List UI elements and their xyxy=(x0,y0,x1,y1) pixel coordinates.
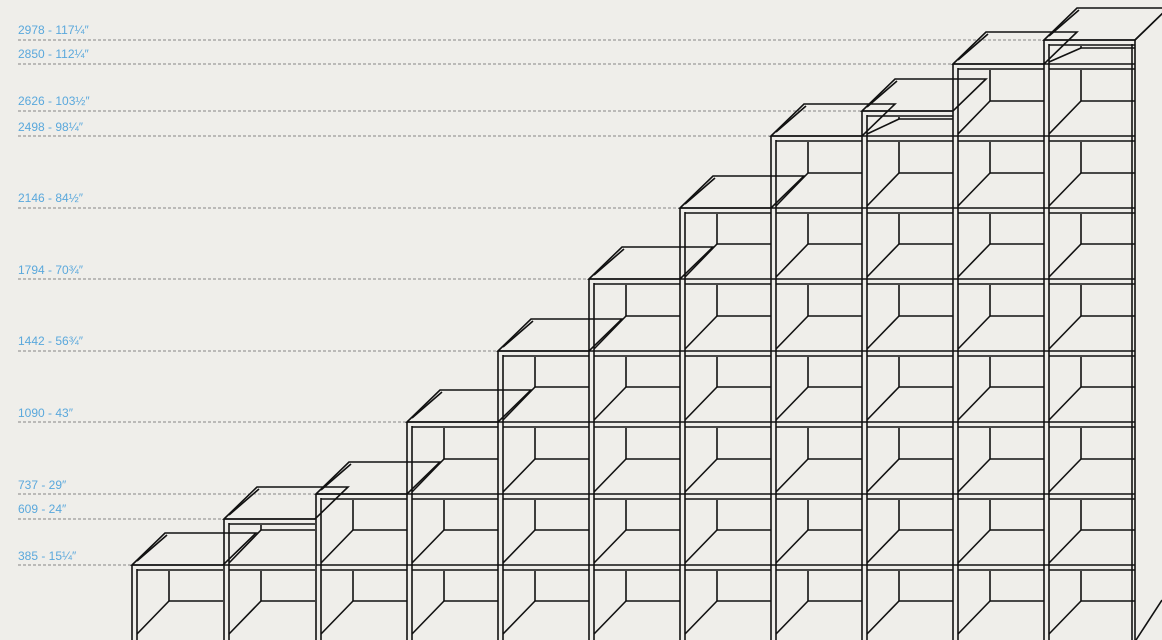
shelf-edge xyxy=(775,243,809,278)
shelf-edge xyxy=(866,80,898,108)
guide-lines xyxy=(18,39,1044,566)
shelf-edge xyxy=(1048,600,1082,635)
shelf-edge xyxy=(1048,47,1082,63)
shelf-edge xyxy=(957,172,991,207)
shelf-edge xyxy=(320,529,354,564)
shelf-edge xyxy=(957,243,991,278)
height-label: 385 - 15¼″ xyxy=(18,549,77,563)
shelf-edge xyxy=(957,315,991,350)
shelf-edge xyxy=(1134,12,1162,41)
shelf-edge xyxy=(411,600,445,635)
shelf-edge xyxy=(593,458,627,493)
shelving-units xyxy=(130,7,1162,640)
shelf-edge xyxy=(775,600,809,635)
shelf-edge xyxy=(593,248,625,276)
shelf-edge xyxy=(775,172,809,207)
shelf-edge xyxy=(775,315,809,350)
shelf-edge xyxy=(684,529,718,564)
shelf-edge xyxy=(593,315,627,350)
shelf-edge xyxy=(1048,386,1082,421)
shelf-edge xyxy=(502,529,536,564)
shelf-edge xyxy=(957,100,991,135)
height-label: 2146 - 84½″ xyxy=(18,191,84,205)
shelf-edge xyxy=(1135,599,1162,640)
shelf-edge xyxy=(684,600,718,635)
shelf-edge xyxy=(1048,315,1082,350)
shelf-edge xyxy=(775,105,807,133)
height-label: 1090 - 43″ xyxy=(18,406,74,420)
shelf-edge xyxy=(684,243,718,278)
shelf-edge xyxy=(957,458,991,493)
shelf-edge xyxy=(411,458,445,493)
height-label: 2626 - 103½″ xyxy=(18,94,90,108)
shelf-edge xyxy=(866,529,900,564)
shelf-edge xyxy=(775,529,809,564)
shelf-edge xyxy=(1048,100,1082,135)
shelf-edge xyxy=(1048,9,1080,37)
shelf-edge xyxy=(775,458,809,493)
height-label: 2498 - 98¼″ xyxy=(18,120,84,134)
shelf-edge xyxy=(957,386,991,421)
height-label: 609 - 24″ xyxy=(18,502,67,516)
shelf-edge xyxy=(684,458,718,493)
height-label: 737 - 29″ xyxy=(18,478,67,492)
shelf-edge xyxy=(502,320,534,348)
shelf-edge xyxy=(1048,243,1082,278)
shelf-edge xyxy=(136,600,170,635)
height-label: 2850 - 112¼″ xyxy=(18,47,89,61)
shelf-edge xyxy=(957,529,991,564)
height-label: 1442 - 56¾″ xyxy=(18,334,84,348)
shelf-edge xyxy=(593,386,627,421)
shelf-edge xyxy=(1048,529,1082,564)
shelf-edge xyxy=(866,315,900,350)
shelf-edge xyxy=(228,529,262,564)
shelf-edge xyxy=(684,177,716,205)
shelf-edge xyxy=(411,529,445,564)
shelf-edge xyxy=(866,118,900,135)
shelf-edge xyxy=(866,172,900,207)
shelf-edge xyxy=(866,386,900,421)
shelf-edge xyxy=(593,600,627,635)
shelf-edge xyxy=(593,529,627,564)
shelf-edge xyxy=(411,391,443,419)
shelf-edge xyxy=(866,243,900,278)
shelf-edge xyxy=(502,458,536,493)
height-label: 2978 - 117¼″ xyxy=(18,23,89,37)
shelf-edge xyxy=(320,463,352,491)
shelf-edge xyxy=(228,488,260,516)
shelf-edge xyxy=(502,600,536,635)
shelf-edge xyxy=(320,600,354,635)
shelf-edge xyxy=(866,458,900,493)
shelf-edge xyxy=(684,315,718,350)
shelf-edge xyxy=(775,386,809,421)
shelf-edge xyxy=(228,600,262,635)
shelf-edge xyxy=(866,600,900,635)
shelf-edge xyxy=(1048,172,1082,207)
shelf-edge xyxy=(502,386,536,421)
shelf-edge xyxy=(1048,458,1082,493)
shelf-edge xyxy=(957,600,991,635)
height-label: 1794 - 70¾″ xyxy=(18,263,84,277)
shelf-edge xyxy=(136,534,168,562)
height-labels: 2978 - 117¼″ 2850 - 112¼″ 2626 - 103½″ 2498… xyxy=(18,23,90,563)
shelf-edge xyxy=(684,386,718,421)
shelf-edge xyxy=(957,33,989,61)
